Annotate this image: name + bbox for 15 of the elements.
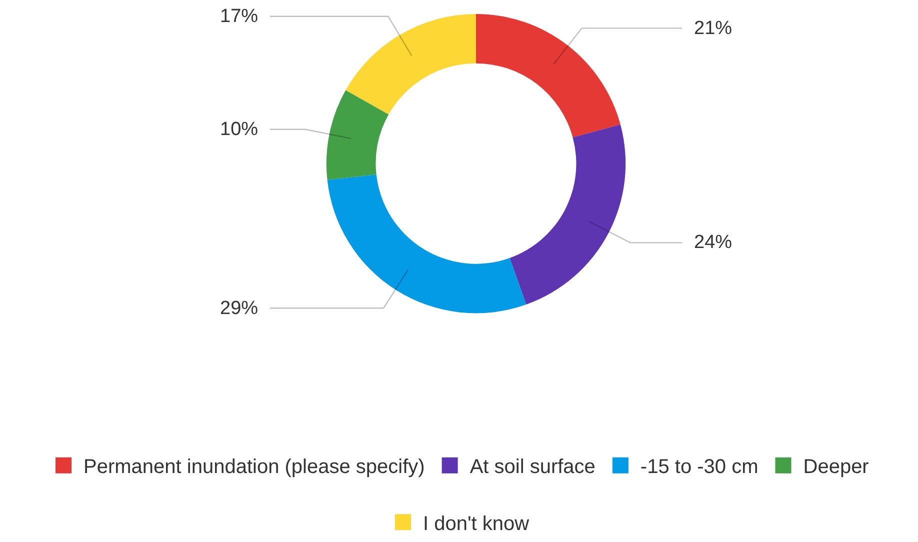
legend-label: Deeper	[803, 456, 870, 478]
data-label: 29%	[220, 298, 258, 319]
legend-label: -15 to -30 cm	[640, 456, 758, 478]
data-label: 17%	[220, 6, 258, 27]
data-label: 10%	[220, 119, 258, 140]
data-label: 21%	[694, 18, 732, 39]
donut-slice	[326, 90, 389, 180]
donut-slice	[346, 14, 476, 114]
donut-slice	[476, 14, 620, 138]
donut-slice	[510, 124, 626, 305]
legend-label: I don't know	[423, 512, 530, 535]
data-label: 24%	[694, 232, 732, 253]
legend-label: At soil surface	[470, 456, 596, 478]
legend-label: Permanent inundation (please specify)	[84, 456, 425, 478]
donut-slice	[327, 174, 526, 314]
